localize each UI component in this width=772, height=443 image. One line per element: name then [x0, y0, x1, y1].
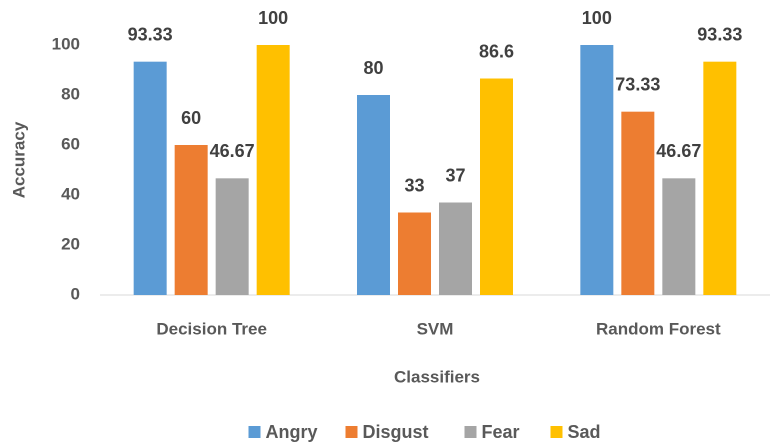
data-label: 46.67: [210, 141, 255, 161]
legend-swatch: [550, 426, 563, 438]
data-label: 93.33: [128, 24, 173, 44]
bar: [215, 178, 249, 295]
data-label: 93.33: [697, 24, 742, 44]
data-label: 37: [445, 165, 465, 185]
x-tick-label: Decision Tree: [156, 319, 267, 338]
bar: [480, 78, 513, 295]
bar: [439, 202, 472, 295]
bar: [357, 95, 390, 295]
y-axis-title: Accuracy: [9, 121, 28, 198]
bar: [256, 45, 290, 295]
bar: [662, 178, 696, 295]
y-tick-label: 20: [61, 234, 80, 253]
y-tick-label: 0: [71, 284, 80, 303]
bar: [621, 111, 655, 295]
legend-label: Disgust: [363, 422, 429, 442]
data-label: 73.33: [615, 74, 660, 94]
legend-label: Angry: [266, 422, 318, 442]
data-label: 100: [582, 8, 612, 28]
x-tick-label: Random Forest: [596, 319, 721, 338]
bar: [703, 61, 737, 295]
legend-label: Fear: [482, 422, 520, 442]
x-axis-title: Classifiers: [394, 367, 480, 386]
bar: [580, 45, 614, 295]
legend-label: Sad: [568, 422, 601, 442]
data-label: 80: [363, 58, 383, 78]
bar: [133, 61, 167, 295]
data-label: 33: [404, 175, 424, 195]
y-tick-label: 60: [61, 134, 80, 153]
legend-swatch: [248, 426, 261, 438]
data-label: 46.67: [656, 141, 701, 161]
x-tick-label: SVM: [417, 319, 454, 338]
bar: [174, 145, 208, 295]
data-label: 60: [181, 108, 201, 128]
y-tick-label: 40: [61, 184, 80, 203]
y-tick-label: 100: [52, 34, 80, 53]
legend-swatch: [464, 426, 477, 438]
legend-swatch: [345, 426, 358, 438]
y-tick-label: 80: [61, 84, 80, 103]
bar: [398, 212, 431, 295]
data-label: 86.6: [479, 41, 514, 61]
data-label: 100: [258, 8, 288, 28]
